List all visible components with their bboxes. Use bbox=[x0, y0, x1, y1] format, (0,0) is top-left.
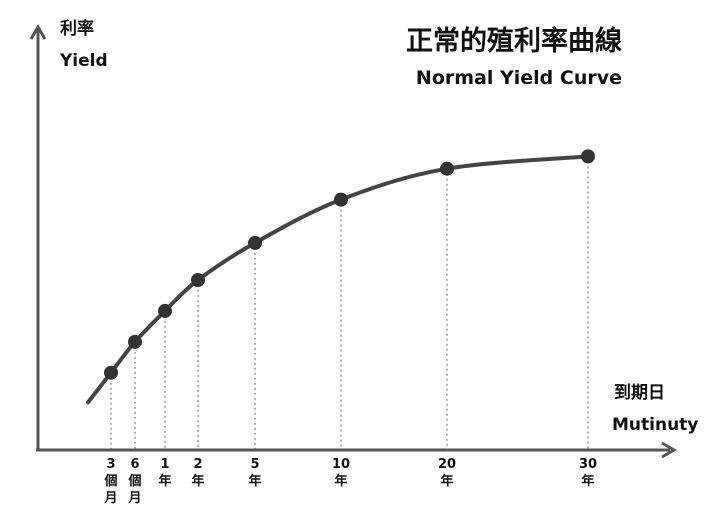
chart-title-zh: 正常的殖利率曲線 bbox=[406, 25, 622, 57]
data-points bbox=[104, 149, 595, 379]
chart-title-en: Normal Yield Curve bbox=[416, 67, 622, 89]
y-axis-label-en: Yield bbox=[59, 51, 108, 71]
data-point bbox=[191, 273, 205, 287]
data-point bbox=[581, 149, 595, 163]
x-tick-label: 6 個月 bbox=[127, 457, 141, 506]
x-tick-label: 10 年 bbox=[332, 457, 350, 489]
data-point bbox=[158, 304, 172, 318]
x-tick-label: 20 年 bbox=[438, 457, 456, 489]
data-point bbox=[104, 366, 118, 380]
x-tick-label: 30 年 bbox=[579, 457, 597, 489]
x-axis-label-zh: 到期日 bbox=[614, 383, 665, 403]
x-tick-labels: 3 個月 6 個月 1 年 2 年 5 年 10 年 20 年 30 年 bbox=[103, 457, 597, 506]
x-tick-label: 3 個月 bbox=[103, 457, 117, 506]
data-point bbox=[128, 335, 142, 349]
data-point bbox=[334, 193, 348, 207]
drop-lines bbox=[111, 156, 588, 450]
x-axis-label-en: Mutinuty bbox=[612, 415, 698, 435]
data-point bbox=[440, 162, 454, 176]
data-point bbox=[248, 236, 262, 250]
y-axis-label-zh: 利率 bbox=[60, 18, 94, 39]
yield-curve-line bbox=[88, 156, 588, 402]
